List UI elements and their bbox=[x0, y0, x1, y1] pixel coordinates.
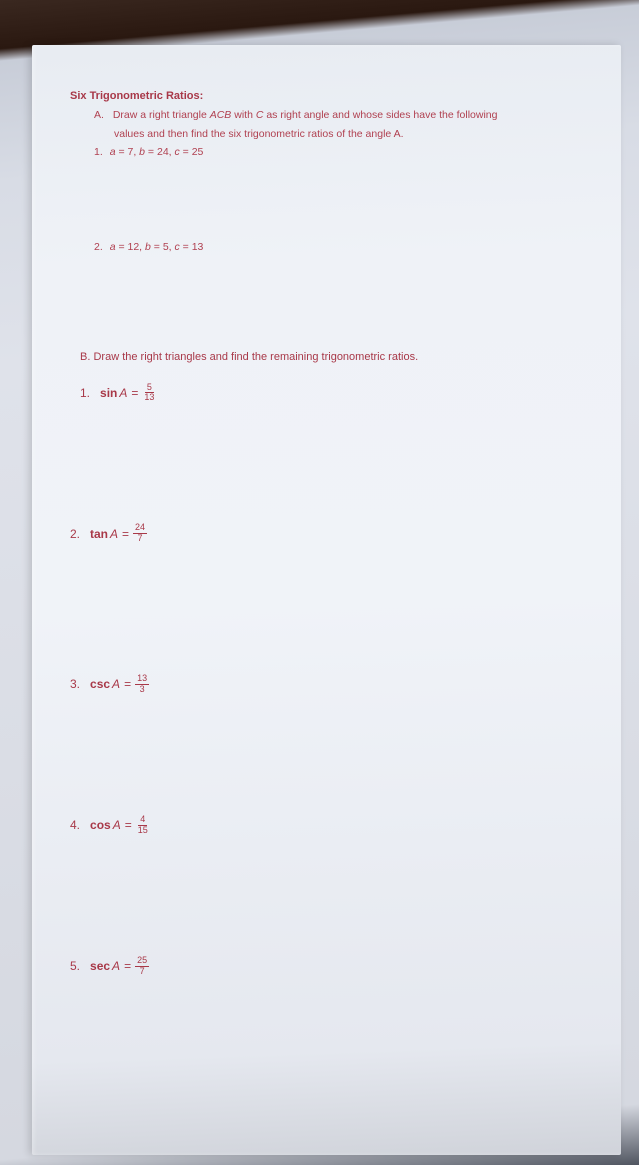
problem-b5-num: 5. bbox=[70, 959, 80, 973]
problem-b2-fraction: 24 7 bbox=[133, 523, 147, 544]
section-a-line2: values and then find the six trigonometr… bbox=[114, 127, 591, 143]
fraction-denominator: 7 bbox=[138, 967, 147, 977]
problem-b1-func: sin bbox=[100, 386, 117, 400]
problem-a1-num: 1. bbox=[94, 146, 103, 158]
problem-b5-arg: A bbox=[112, 959, 120, 973]
equals-sign: = bbox=[122, 527, 129, 541]
problem-b2-num: 2. bbox=[70, 527, 80, 541]
problem-a1: 1. a = 7, b = 24, c = 25 bbox=[94, 146, 591, 158]
problem-b5-func: sec bbox=[90, 959, 110, 973]
problem-b4-arg: A bbox=[113, 818, 121, 832]
fraction-denominator: 13 bbox=[142, 393, 156, 403]
problem-a2: 2. a = 12, b = 5, c = 13 bbox=[94, 241, 591, 253]
problem-b2: 2. tan A = 24 7 bbox=[70, 523, 591, 544]
problem-a2-text: a = 12, b = 5, c = 13 bbox=[110, 241, 204, 253]
problem-b4: 4. cos A = 4 15 bbox=[70, 815, 591, 836]
section-b-label: B. bbox=[80, 351, 90, 363]
equals-sign: = bbox=[124, 959, 131, 973]
worksheet-page: Six Trigonometric Ratios: A. Draw a righ… bbox=[32, 45, 621, 1155]
problem-b3: 3. csc A = 13 3 bbox=[70, 674, 591, 695]
problem-b4-num: 4. bbox=[70, 818, 80, 832]
section-a-label: A. bbox=[94, 109, 104, 121]
problem-b3-arg: A bbox=[112, 677, 120, 691]
problem-b5-fraction: 25 7 bbox=[135, 956, 149, 977]
problem-b1-arg: A bbox=[119, 386, 127, 400]
problem-b1: 1. sin A = 5 13 bbox=[80, 383, 591, 404]
problem-b4-fraction: 4 15 bbox=[136, 815, 150, 836]
problem-b1-fraction: 5 13 bbox=[142, 383, 156, 404]
equals-sign: = bbox=[125, 818, 132, 832]
fraction-denominator: 15 bbox=[136, 826, 150, 836]
problem-a2-num: 2. bbox=[94, 241, 103, 253]
worksheet-title: Six Trigonometric Ratios: bbox=[70, 90, 591, 102]
problem-b1-num: 1. bbox=[80, 386, 90, 400]
fraction-denominator: 3 bbox=[138, 685, 147, 695]
problem-b2-func: tan bbox=[90, 527, 108, 541]
section-b-text: Draw the right triangles and find the re… bbox=[93, 351, 418, 363]
equals-sign: = bbox=[124, 677, 131, 691]
problem-b4-func: cos bbox=[90, 818, 111, 832]
equals-sign: = bbox=[131, 386, 138, 400]
problem-b3-func: csc bbox=[90, 677, 110, 691]
problem-b5: 5. sec A = 25 7 bbox=[70, 956, 591, 977]
section-a-intro: A. Draw a right triangle ACB with C as r… bbox=[94, 108, 591, 124]
problem-a1-text: a = 7, b = 24, c = 25 bbox=[110, 146, 204, 158]
section-b-intro: B. Draw the right triangles and find the… bbox=[80, 351, 591, 363]
section-a-line1: Draw a right triangle ACB with C as righ… bbox=[113, 109, 498, 121]
fraction-numerator: 25 bbox=[135, 956, 149, 967]
problem-b2-arg: A bbox=[110, 527, 118, 541]
problem-b3-fraction: 13 3 bbox=[135, 674, 149, 695]
fraction-denominator: 7 bbox=[136, 534, 145, 544]
problem-b3-num: 3. bbox=[70, 677, 80, 691]
